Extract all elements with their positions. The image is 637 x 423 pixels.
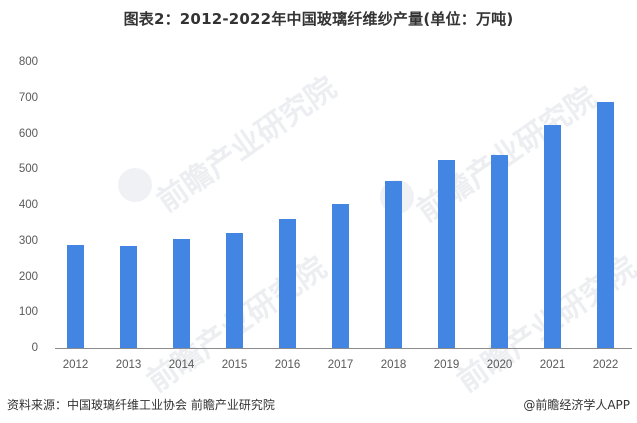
chart-title: 图表2：2012-2022年中国玻璃纤维纱产量(单位：万吨)	[123, 10, 514, 28]
y-tick-label: 300	[18, 234, 38, 247]
bar-2013	[120, 246, 137, 348]
bar-2022	[597, 102, 614, 348]
x-tick-label: 2021	[539, 359, 566, 371]
bar-2015	[226, 232, 243, 348]
y-tick-label: 100	[18, 306, 38, 319]
x-tick-label: 2016	[274, 359, 301, 371]
bar-2019	[438, 159, 455, 348]
y-tick-label: 0	[31, 342, 38, 354]
y-tick-label: 700	[18, 91, 38, 104]
bar-2016	[279, 218, 296, 348]
x-tick-label: 2014	[168, 359, 195, 371]
credit-note: @前瞻经济学人APP	[523, 398, 630, 412]
x-tick-label: 2019	[433, 359, 460, 371]
bar-2014	[173, 238, 190, 348]
y-tick-label: 200	[18, 270, 38, 283]
y-tick-label: 400	[18, 199, 38, 211]
x-tick-label: 2015	[221, 359, 248, 371]
bar-2018	[385, 180, 402, 348]
x-axis-line	[55, 348, 632, 349]
y-tick-label: 500	[18, 163, 38, 176]
watermark-text: 前瞻产业研究院	[150, 70, 344, 220]
plot-area: 前瞻产业研究院 前瞻产业研究院 前瞻产业研究院 前瞻产业研究院 01002003…	[18, 56, 637, 399]
watermark-logo-icon	[118, 168, 152, 202]
x-tick-label: 2012	[62, 359, 89, 371]
y-tick-label: 600	[18, 127, 38, 140]
bar-2020	[491, 154, 508, 348]
y-tick-label: 800	[18, 56, 38, 68]
x-tick-label: 2013	[115, 359, 142, 371]
source-note: 资料来源：中国玻璃纤维工业协会 前瞻产业研究院	[7, 398, 275, 412]
x-tick-label: 2018	[380, 359, 407, 371]
bar-2017	[332, 203, 349, 348]
bar-2012	[67, 245, 84, 348]
x-tick-label: 2022	[592, 359, 619, 371]
x-tick-label: 2020	[486, 359, 513, 371]
x-tick-label: 2017	[327, 359, 354, 371]
bar-2021	[544, 124, 561, 348]
